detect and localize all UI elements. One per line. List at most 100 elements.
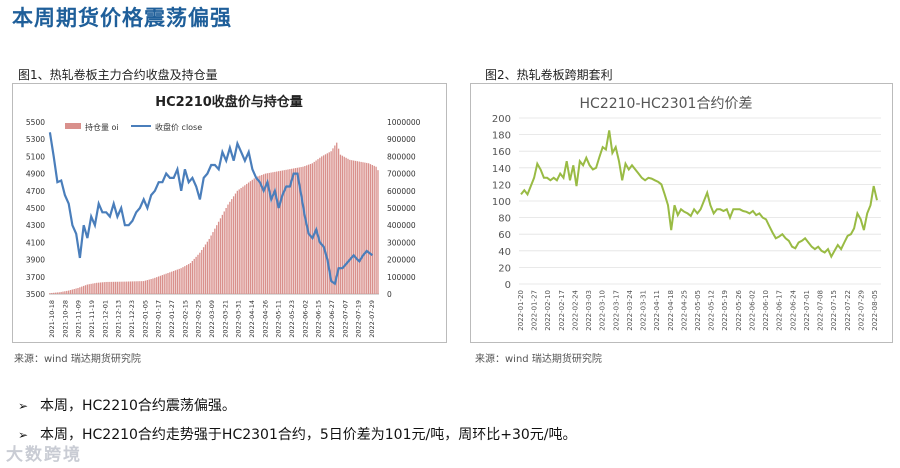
oi-bar [193, 258, 195, 294]
y-left-tick: 3900 [26, 256, 45, 265]
oi-bar [276, 171, 278, 294]
oi-bar [234, 193, 237, 294]
bullet-1-text: 本周，HC2210合约震荡偏强。 [40, 398, 236, 414]
oi-bar [362, 162, 364, 294]
oi-bar [124, 281, 126, 294]
arrow-icon: ➢ [18, 399, 29, 413]
oi-bar [208, 238, 210, 294]
y-right-tick: 200000 [387, 256, 416, 265]
x-tick: 2021-12-23 [128, 300, 136, 338]
oi-bar [159, 275, 162, 294]
oi-bar [262, 174, 265, 294]
x-tick: 2022-08-05 [871, 290, 879, 331]
oi-bar [165, 273, 167, 294]
y-right-tick: 100000 [387, 273, 416, 282]
oi-bar [152, 278, 154, 294]
oi-bar [238, 189, 240, 294]
oi-bar [249, 181, 252, 294]
oi-bar [178, 268, 180, 294]
oi-bar [107, 281, 109, 294]
oi-bar [367, 163, 370, 294]
oi-bar [289, 169, 291, 294]
chart1-title: HC2210收盘价与持仓量 [155, 94, 303, 110]
oi-bar [111, 281, 113, 294]
x-tick: 2022-03-31 [640, 290, 648, 331]
oi-bar [122, 281, 124, 294]
x-tick: 2022-03-21 [221, 300, 229, 338]
x-tick: 2022-03-10 [599, 290, 607, 331]
oi-bar [81, 286, 83, 294]
x-tick: 2022-04-18 [667, 290, 675, 331]
oi-bar [336, 142, 338, 294]
oi-bar [157, 276, 160, 294]
oi-bar [114, 281, 117, 294]
x-tick: 2022-04-11 [653, 290, 661, 331]
y-tick: 140 [492, 164, 511, 175]
oi-bar [272, 172, 274, 294]
oi-bar [204, 244, 207, 294]
y-left-tick: 4300 [26, 221, 45, 230]
oi-bar [116, 281, 119, 294]
x-tick: 2022-05-23 [288, 300, 296, 338]
oi-bar [217, 221, 220, 294]
close-oi-chart: HC2210收盘价与持仓量 持仓量 oi 收盘价 close 5500 5300 5… [26, 94, 421, 338]
x-tick: 2022-04-25 [680, 290, 688, 331]
oi-bar [148, 279, 150, 294]
x-tick: 2021-12-13 [115, 300, 123, 338]
y-tick: 0 [505, 280, 511, 291]
oi-bar [201, 249, 203, 294]
oi-bar [232, 196, 235, 294]
x-tick: 2022-06-10 [762, 290, 770, 331]
oi-bar [366, 162, 368, 294]
oi-bar [214, 228, 216, 294]
x-tick: 2022-07-01 [803, 290, 811, 331]
oi-bar [129, 281, 132, 294]
oi-bar [156, 277, 158, 294]
oi-bar [197, 254, 199, 294]
y-left-tick: 4100 [26, 238, 45, 247]
x-tick: 2022-05-19 [721, 290, 729, 331]
oi-bar [84, 285, 87, 294]
y-right-tick: 300000 [387, 238, 416, 247]
oi-bar [71, 289, 74, 294]
figure2-caption: 图2、热轧卷板跨期套利 [485, 68, 613, 82]
oi-bar [167, 273, 169, 294]
oi-bar [186, 265, 188, 294]
oi-bar [202, 247, 205, 294]
x-tick: 2021-11-19 [88, 300, 96, 338]
oi-bar [257, 176, 259, 294]
oi-bar [69, 290, 72, 294]
oi-bar [337, 148, 340, 294]
figure1-caption: 图1、热轧卷板主力合约收盘及持仓量 [18, 68, 218, 82]
x-tick: 2022-06-17 [776, 290, 784, 331]
x-tick: 2022-02-10 [544, 290, 552, 331]
oi-bar [244, 185, 246, 294]
oi-bar [105, 281, 107, 294]
y-right-tick: 0 [387, 290, 392, 299]
oi-bar [309, 163, 312, 294]
oi-bar [161, 275, 164, 294]
oi-bar [163, 274, 165, 294]
legend-oi-swatch [65, 123, 81, 129]
x-tick: 2022-06-02 [748, 290, 756, 331]
oi-bar [377, 170, 379, 294]
source-note-1: 来源：wind 瑞达期货研究院 [14, 354, 141, 365]
bullet-2-text: 本周，HC2210合约走势强于HC2301合约，5日价差为101元/吨，周环比+… [40, 427, 577, 443]
oi-bar [73, 289, 75, 294]
x-tick: 2022-07-19 [355, 300, 363, 338]
oi-bar [60, 291, 62, 294]
oi-bar [291, 168, 293, 294]
x-tick: 2022-06-15 [315, 300, 323, 338]
x-tick: 2022-07-29 [368, 300, 376, 338]
legend-oi-label: 持仓量 oi [85, 122, 119, 132]
x-tick: 2022-07-22 [844, 290, 852, 331]
oi-bar [324, 154, 327, 294]
oi-bar [343, 156, 345, 294]
x-tick: 2022-03-17 [612, 290, 620, 331]
y-left-tick: 3700 [26, 273, 45, 282]
oi-bar [154, 277, 156, 294]
oi-bar [352, 160, 355, 294]
oi-bar [137, 281, 139, 294]
oi-bar [79, 287, 81, 294]
y-right-tick: 500000 [387, 204, 416, 213]
